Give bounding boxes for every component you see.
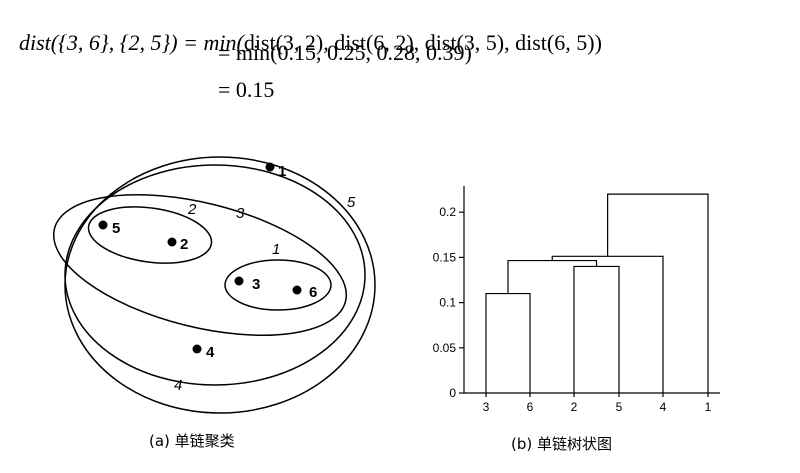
cluster-ellipse-2: [87, 206, 213, 264]
point-4-label: 4: [206, 344, 215, 361]
dendrogram-links: [485, 193, 709, 393]
cluster-label-1: 1: [272, 241, 280, 258]
dendrogram-link: [607, 193, 709, 393]
cluster-labels: 1 2 3 4 5: [174, 194, 356, 394]
point-4-marker: [192, 344, 202, 354]
equation-line-1-rhs: dist(3, 2), dist(6, 2), dist(3, 5), dist…: [243, 30, 602, 55]
leaf-label: 4: [660, 400, 667, 414]
cluster-diagram: [52, 156, 376, 414]
y-ticks: 0 0.05 0.1 0.15 0.2: [433, 205, 464, 400]
y-tick-label: 0.05: [433, 341, 457, 355]
y-tick-label: 0.1: [439, 296, 456, 310]
leaf-label: 3: [483, 400, 490, 414]
point-2-label: 2: [180, 236, 188, 253]
point-3-marker: [234, 276, 244, 286]
caption-a: (a) 单链聚类: [149, 432, 235, 450]
point-2-marker: [167, 237, 177, 247]
point-5-marker: [98, 220, 108, 230]
cluster-ellipse-4: [64, 164, 366, 386]
dendrogram-link: [573, 265, 620, 393]
dendrogram-link: [507, 259, 598, 294]
x-ticks: 3 6 2 5 4 1: [483, 393, 712, 414]
equation-line-1: dist({3, 6}, {2, 5}) = min(dist(3, 2), d…: [8, 4, 602, 56]
point-1-label: 1: [278, 163, 286, 180]
equation-line-3: = 0.15: [218, 77, 275, 102]
dendrogram-link: [551, 255, 664, 393]
leaf-label: 6: [527, 400, 534, 414]
leaf-label: 1: [705, 400, 712, 414]
y-tick-label: 0.15: [433, 250, 457, 264]
point-3-label: 3: [252, 276, 260, 293]
cluster-label-4: 4: [174, 377, 182, 394]
caption-b: (b) 单链树状图: [511, 435, 612, 453]
point-6-marker: [292, 285, 302, 295]
point-1-marker: [265, 162, 275, 172]
point-6-label: 6: [309, 284, 317, 301]
leaf-label: 2: [571, 400, 578, 414]
equation-line-2: = min(0.15, 0.25, 0.28, 0.39): [218, 40, 472, 65]
cluster-ellipse-1: [224, 259, 332, 311]
cluster-ellipse-3: [52, 193, 348, 337]
cluster-label-3: 3: [236, 205, 245, 222]
dendrogram-link: [485, 292, 531, 393]
leaf-label: 5: [616, 400, 623, 414]
dendrogram-chart: 0 0.05 0.1 0.15 0.2 3 6 2 5 4 1: [433, 186, 720, 414]
equation-line-1-lhs: dist({3, 6}, {2, 5}) = min(: [19, 30, 244, 55]
y-tick-label: 0.2: [439, 205, 456, 219]
cluster-label-2: 2: [187, 201, 197, 218]
cluster-points: 1 5 2 3 6 4: [98, 162, 317, 361]
y-tick-label: 0: [449, 386, 456, 400]
dendrogram-axes: [463, 186, 720, 394]
cluster-label-5: 5: [347, 194, 356, 211]
point-5-label: 5: [112, 220, 120, 237]
